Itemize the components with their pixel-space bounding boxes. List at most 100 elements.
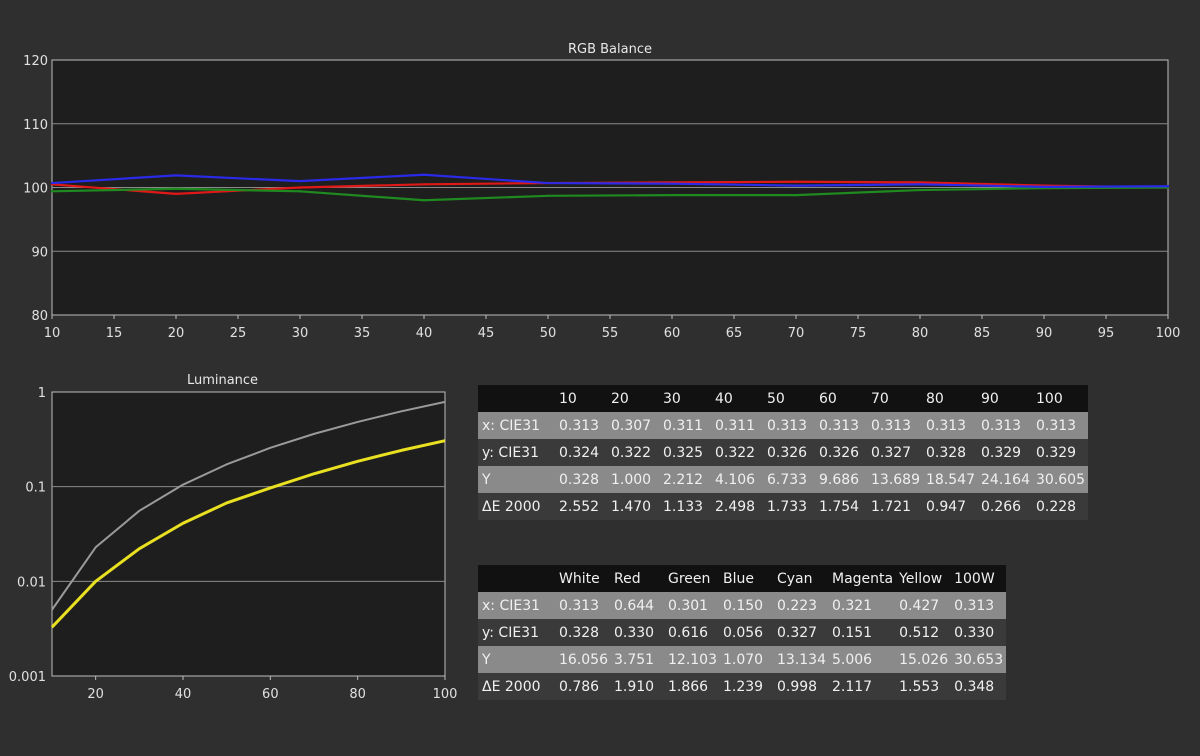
rgb-x-tick-label: 80 [912,326,929,341]
luminance-x-tick-label: 60 [262,687,279,702]
table-column-header: Blue [723,570,754,587]
table-cell: 0.427 [899,597,940,614]
table-cell: 0.311 [663,417,704,434]
rgb-y-tick-label: 90 [31,245,48,260]
luminance-y-tick-label: 0.001 [9,670,46,685]
rgb-data-point [670,193,674,197]
table-cell: 13.689 [871,471,920,488]
luminance-x-tick-label: 20 [87,687,104,702]
table-row: y: CIE31 0.328 0.330 0.616 0.056 0.327 0.151 0.… [478,619,1007,646]
table-column-header: 100W [954,570,995,587]
rgb-y-tick-label: 120 [23,54,48,69]
table-cell: 1.866 [668,678,709,695]
rgb-y-tick-label: 100 [23,182,48,197]
table-cell: 0.313 [954,597,995,614]
rgb-chart-title: RGB Balance [568,42,652,57]
table-row-label: x: CIE31 [482,417,541,434]
table-cell: 0.328 [926,444,967,461]
table-column-header: Green [668,570,711,587]
table-cell: 0.327 [777,624,818,641]
table-column-header: White [559,570,600,587]
rgb-data-point [174,192,178,196]
rgb-x-tick-label: 15 [106,326,123,341]
table-cell: 0.301 [668,597,709,614]
luminance-y-tick-label: 0.1 [25,481,46,496]
rgb-y-tick-label: 80 [31,309,48,324]
table-row-label: Y [482,651,491,668]
table-column-header: Red [614,570,641,587]
table-row-label: Y [482,471,491,488]
rgb-data-point [918,188,922,192]
luminance-y-tick-label: 0.01 [17,575,46,590]
table-row: y: CIE31 0.324 0.322 0.325 0.322 0.326 0.326 0.… [478,439,1088,466]
table-column-header: 30 [663,390,681,407]
table-cell: 16.056 [559,651,608,668]
color-table: White Red Green Blue Cyan Magenta Yellow 100W x… [478,565,1007,700]
rgb-x-tick-label: 35 [354,326,371,341]
rgb-data-point [298,179,302,183]
table-cell: 0.786 [559,678,600,695]
table-cell: 4.106 [715,471,756,488]
table-cell: 0.322 [611,444,652,461]
table-cell: 18.547 [926,471,975,488]
rgb-x-tick-label: 95 [1098,326,1115,341]
table-cell: 1.470 [611,498,652,515]
table-column-header: Yellow [899,570,943,587]
table-row-label: ΔE 2000 [482,678,541,695]
rgb-x-tick-label: 40 [416,326,433,341]
luminance-x-tick-label: 80 [349,687,366,702]
color-header-row: White Red Green Blue Cyan Magenta Yellow 100W [478,565,1007,592]
table-cell: 0.313 [767,417,808,434]
rgb-data-point [422,183,426,186]
table-cell: 0.150 [723,597,764,614]
table-column-header: 40 [715,390,733,407]
rgb-data-point [422,173,426,176]
table-row-label: x: CIE31 [482,597,541,614]
rgb-data-point [422,199,426,202]
luminance-target-line [51,400,446,611]
table-cell: 0.328 [559,624,600,641]
rgb-x-tick-label: 50 [540,326,557,341]
table-cell: 15.026 [899,651,949,668]
rgb-x-tick-label: 100 [1156,326,1181,341]
table-column-header: 10 [559,390,577,407]
rgb-x-tick-label: 90 [1036,326,1053,341]
table-cell: 2.552 [559,498,600,515]
rgb-x-tick-label: 60 [664,326,681,341]
table-cell: 24.164 [981,471,1030,488]
table-cell: 0.313 [871,417,912,434]
rgb-data-point [1166,185,1170,188]
table-row-label: y: CIE31 [482,444,539,461]
rgb-x-tick-label: 75 [850,326,867,341]
rgb-data-point [298,190,302,193]
table-cell: 6.733 [767,471,808,488]
table-cell: 0.327 [871,444,912,461]
luminance-plot-area [51,391,446,677]
table-row-label: ΔE 2000 [482,498,541,515]
table-corner-cell [478,565,556,592]
table-cell: 0.151 [832,624,873,641]
luminance-chart-title: Luminance [187,373,258,388]
rgb-series-line [51,186,1169,202]
rgb-data-point [298,186,302,189]
rgb-data-point [1042,185,1046,189]
table-cell: 0.947 [926,498,967,515]
table-cell: 0.313 [559,417,600,434]
table-row: ΔE 2000 2.552 1.470 1.133 2.498 1.733 1.754 1.7… [478,493,1088,520]
table-cell: 1.721 [871,498,912,515]
table-cell: 0.325 [663,444,704,461]
table-cell: 0.056 [723,624,764,641]
rgb-data-point [794,193,798,197]
table-cell: 0.329 [1036,444,1077,461]
table-cell: 0.328 [559,471,600,488]
rgb-y-tick-label: 110 [23,118,48,133]
luminance-x-tick-label: 100 [433,687,458,702]
rgb-x-tick-label: 65 [726,326,743,341]
table-column-header: 80 [926,390,944,407]
table-row: Y 0.328 1.000 2.212 4.106 6.733 9.686 13.689 18.… [478,466,1088,493]
table-cell: 0.313 [559,597,600,614]
table-cell: 12.103 [668,651,717,668]
table-cell: 0.313 [926,417,967,434]
table-cell: 0.313 [981,417,1022,434]
rgb-x-tick-label: 10 [44,326,61,341]
